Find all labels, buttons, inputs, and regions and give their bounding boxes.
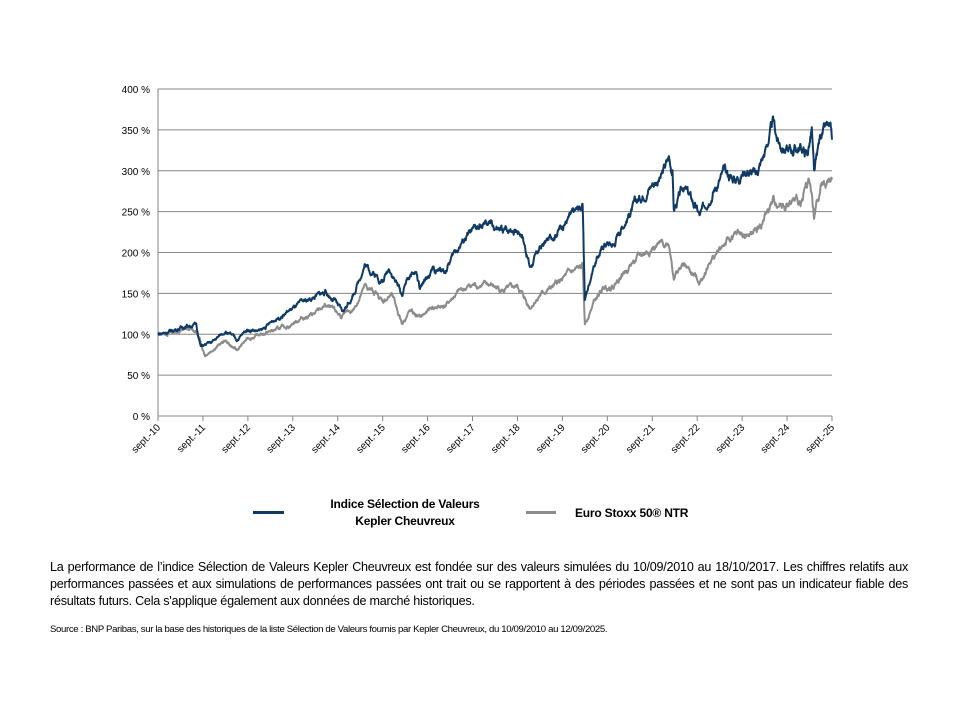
x-tick-label: sept.-21 — [624, 422, 658, 456]
y-tick-label: 250 % — [122, 208, 150, 219]
x-tick-label: sept.-12 — [220, 422, 254, 456]
legend-swatch-kepler — [253, 511, 284, 514]
x-tick-label: sept.-15 — [354, 422, 388, 456]
series-line-eurostoxx — [157, 176, 833, 358]
y-tick-label: 200 % — [122, 249, 150, 260]
x-tick-label: sept.-24 — [759, 422, 793, 456]
y-tick-label: 100 % — [122, 330, 150, 341]
y-tick-label: 400 % — [122, 85, 150, 96]
y-tick-label: 300 % — [122, 167, 150, 178]
legend-swatch-eurostoxx — [526, 511, 556, 514]
x-tick-label: sept.-13 — [265, 422, 299, 456]
series-line-kepler — [157, 115, 833, 348]
x-tick-label: sept.-16 — [399, 422, 433, 456]
x-tick-label: sept.-10 — [130, 422, 164, 456]
x-tick-label: sept.-11 — [175, 422, 208, 455]
performance-disclaimer: La performance de l’indice Sélection de … — [50, 560, 908, 608]
x-tick-label: sept.-14 — [310, 422, 344, 456]
legend-label-kepler-line2: Kepler Cheuvreux — [355, 514, 455, 528]
y-tick-label: 50 % — [127, 371, 150, 382]
x-tick-label: sept.-22 — [669, 422, 703, 456]
x-tick-label: sept.-18 — [489, 422, 523, 456]
y-tick-label: 350 % — [122, 126, 150, 137]
x-tick-label: sept.-19 — [534, 422, 568, 456]
y-tick-label: 150 % — [122, 289, 150, 300]
x-tick-label: sept.-25 — [804, 422, 838, 456]
x-tick-label: sept.-20 — [579, 422, 613, 456]
legend-label-kepler-line1: Indice Sélection de Valeurs — [330, 497, 480, 511]
performance-chart: 0 % 50 % 100 % 150 % 200 % 250 % 300 % 350 % 400… — [122, 85, 838, 456]
x-tick-label: sept.-23 — [714, 422, 748, 456]
legend-label-eurostoxx: Euro Stoxx 50® NTR — [575, 506, 689, 520]
y-tick-label: 0 % — [133, 412, 150, 423]
source-note: Source : BNP Paribas, sur la base des hi… — [50, 624, 608, 635]
x-tick-label: sept.-17 — [444, 422, 478, 456]
legend-label-kepler: Indice Sélection de Valeurs Kepler Cheuv… — [305, 496, 505, 530]
